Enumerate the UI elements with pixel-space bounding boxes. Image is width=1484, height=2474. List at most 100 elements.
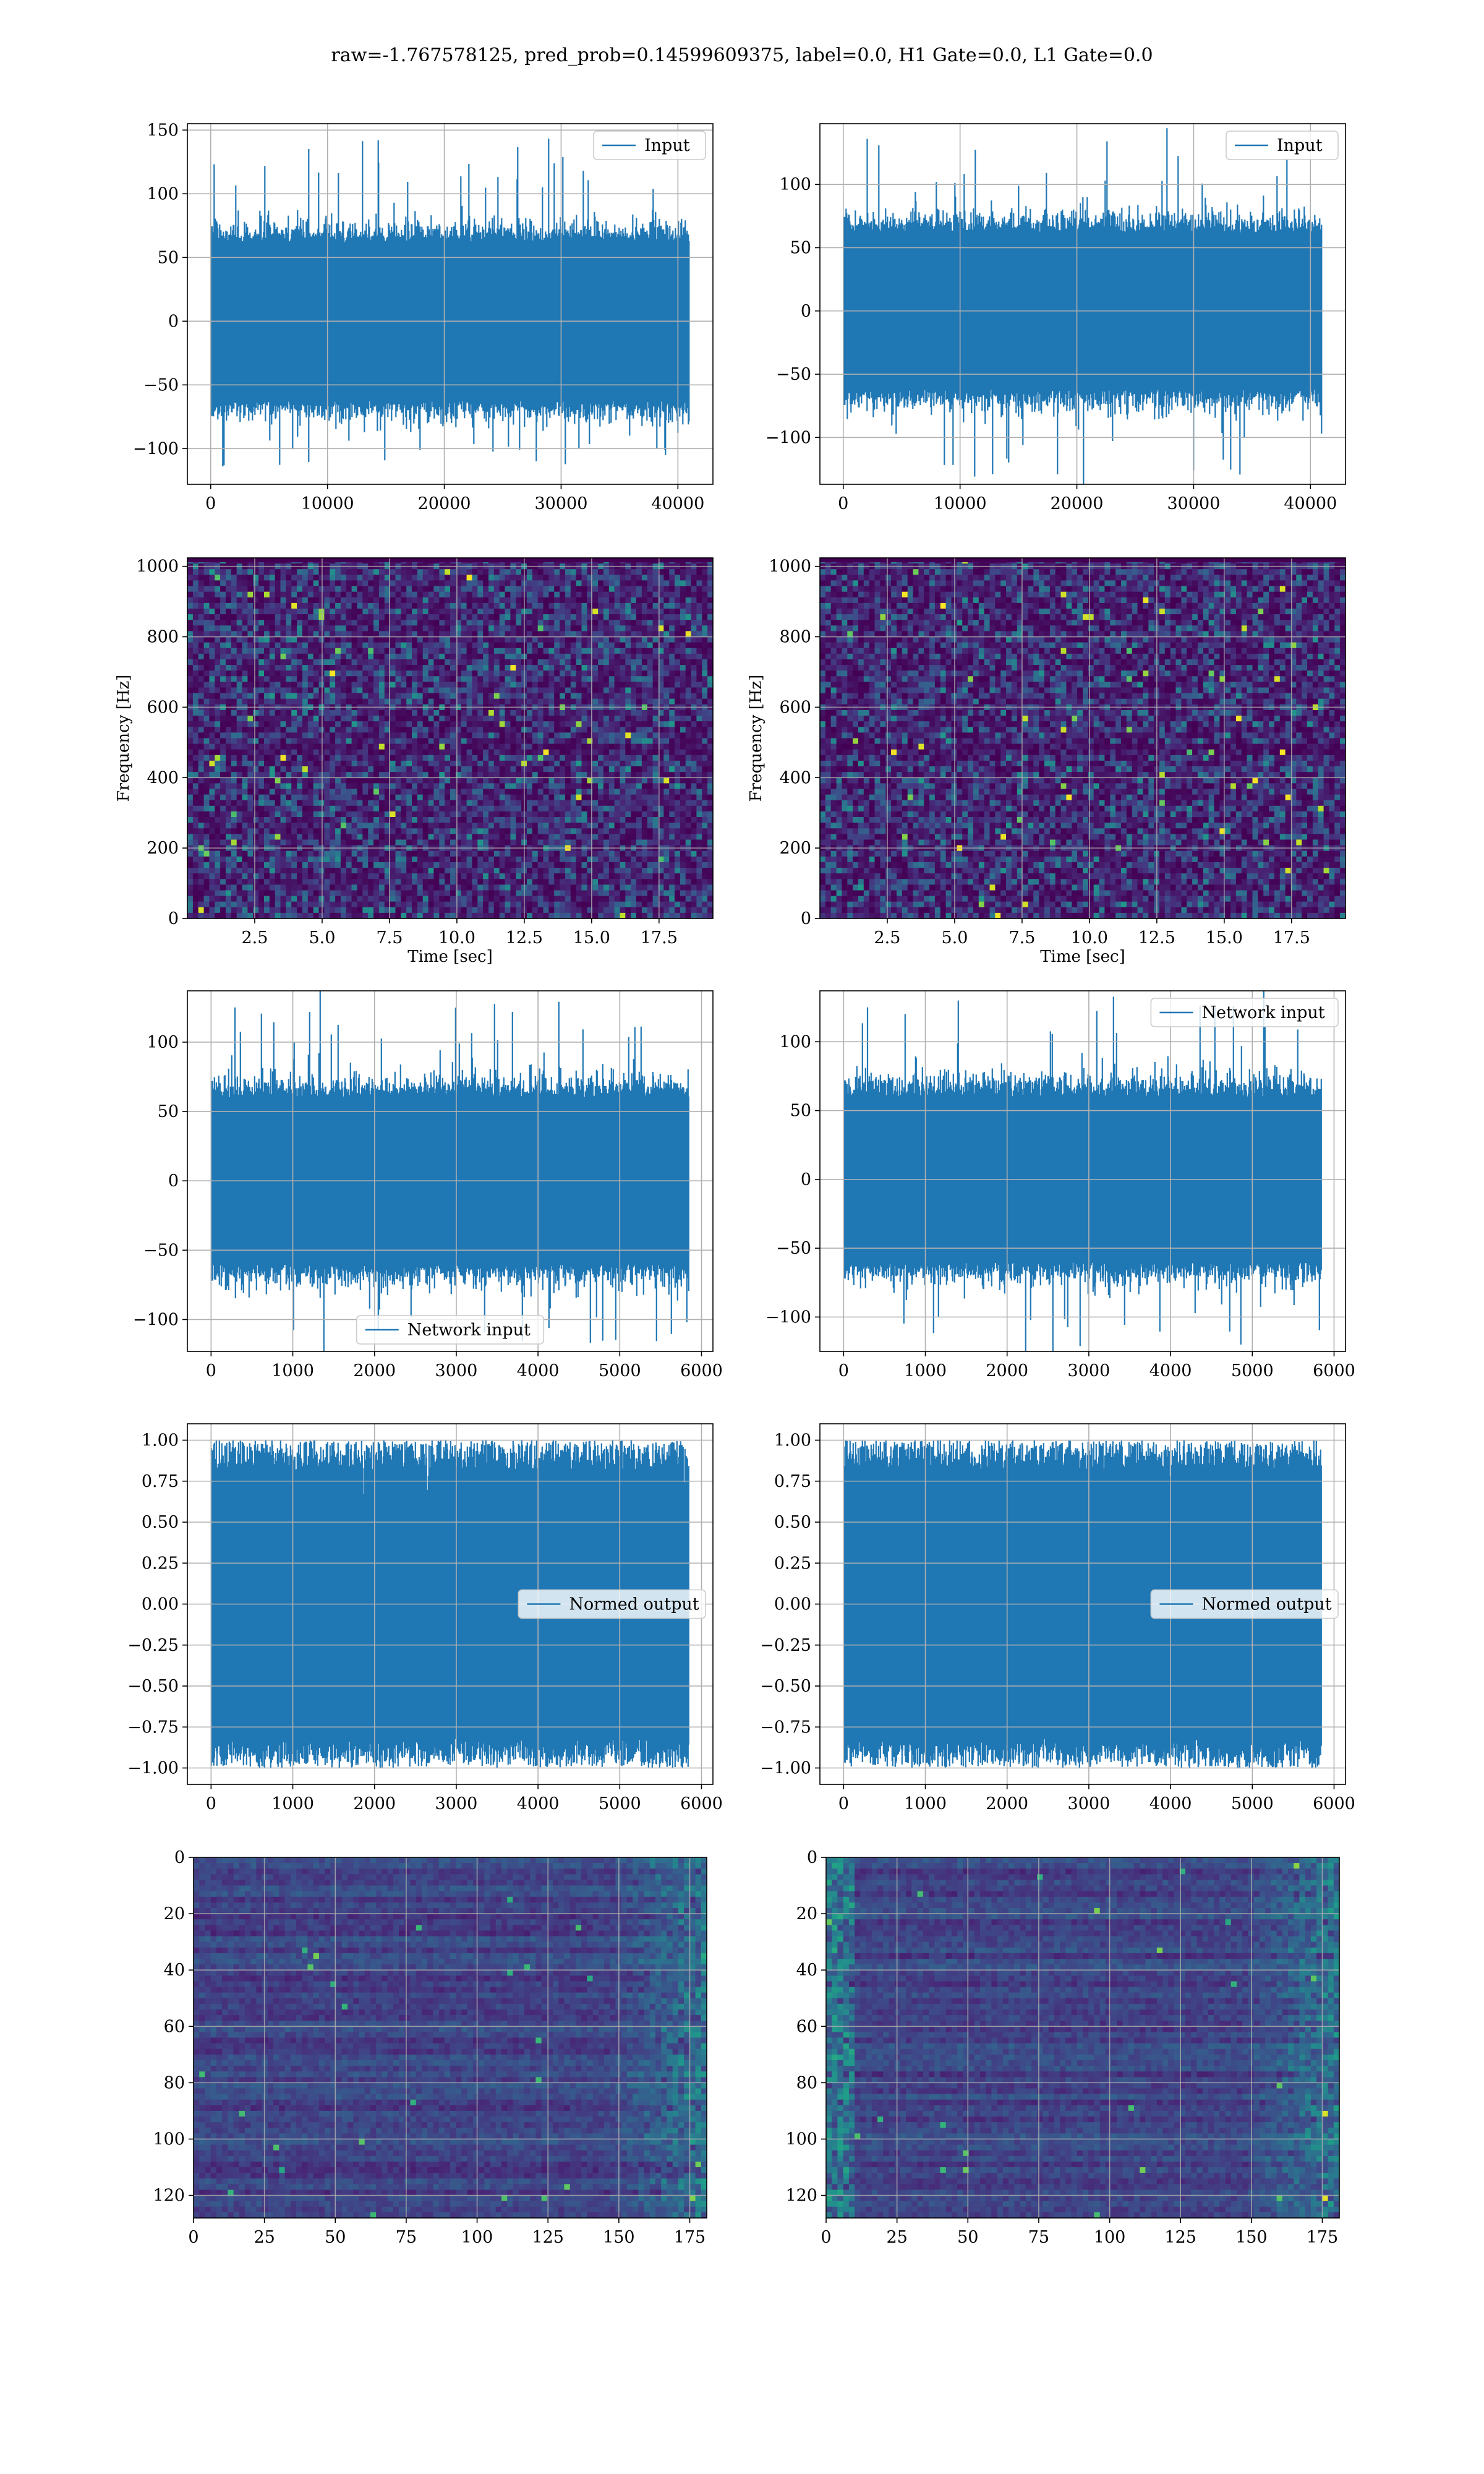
heatmap-cell	[658, 766, 664, 773]
heatmap-cell	[226, 642, 232, 649]
heatmap-cell	[236, 716, 243, 722]
heatmap-cell	[450, 580, 456, 587]
heatmap-cell	[428, 721, 435, 727]
heatmap-cell	[417, 609, 424, 615]
heatmap-cell	[362, 772, 369, 778]
heatmap-cell	[537, 777, 544, 784]
heatmap-cell	[445, 805, 451, 812]
heatmap-cell	[455, 828, 462, 834]
heatmap-cell	[378, 609, 385, 615]
heatmap-cell	[422, 682, 429, 688]
heatmap-cell	[291, 591, 297, 598]
heatmap-cell	[378, 817, 385, 823]
heatmap-cell	[455, 777, 462, 784]
heatmap-cell	[532, 817, 539, 823]
heatmap-cell	[412, 575, 418, 581]
heatmap-cell	[636, 648, 642, 654]
heatmap-cell	[488, 823, 495, 829]
heatmap-cell	[286, 682, 292, 688]
heatmap-cell	[554, 805, 560, 812]
heatmap-cell	[696, 648, 702, 654]
heatmap-cell	[313, 716, 320, 722]
heatmap-cell	[275, 743, 281, 750]
heatmap-cell	[422, 811, 429, 818]
heatmap-cell	[226, 648, 232, 654]
x-tick-label: 30000	[1167, 494, 1220, 513]
heatmap-cell	[702, 631, 708, 638]
heatmap-cell	[625, 642, 631, 649]
heatmap-cell	[203, 805, 210, 812]
heatmap-cell	[450, 698, 456, 705]
heatmap-cell	[455, 783, 462, 790]
heatmap-cell	[493, 659, 500, 666]
heatmap-cell	[576, 794, 582, 801]
heatmap-cell	[302, 591, 309, 598]
heatmap-cell	[215, 755, 221, 761]
heatmap-cell	[351, 710, 358, 716]
heatmap-cell	[548, 575, 555, 581]
heatmap-cell	[652, 811, 659, 818]
heatmap-cell	[335, 732, 341, 739]
heatmap-cell	[307, 575, 314, 581]
heatmap-cell	[505, 580, 511, 587]
heatmap-cell	[264, 772, 270, 778]
heatmap-cell	[488, 609, 495, 615]
heatmap-cell	[286, 783, 292, 790]
heatmap-cell	[302, 811, 309, 818]
heatmap-cell	[641, 783, 648, 790]
heatmap-cell	[647, 755, 654, 761]
heatmap-cell	[445, 614, 451, 620]
heatmap-cell	[231, 800, 237, 807]
heatmap-cell	[335, 648, 341, 654]
heatmap-cell	[477, 760, 484, 767]
heatmap-cell	[220, 670, 226, 677]
heatmap-cell	[466, 642, 473, 649]
heatmap-cell	[192, 794, 199, 801]
heatmap-cell	[598, 834, 604, 841]
heatmap-cell	[598, 597, 604, 604]
heatmap-cell	[603, 716, 610, 722]
heatmap-cell	[275, 710, 281, 716]
heatmap-cell	[493, 839, 500, 846]
heatmap-cell	[570, 653, 577, 660]
heatmap-cell	[351, 760, 358, 767]
heatmap-cell	[554, 580, 560, 587]
heatmap-cell	[592, 755, 599, 761]
heatmap-cell	[330, 716, 336, 722]
heatmap-cell	[466, 743, 473, 750]
heatmap-cell	[395, 834, 401, 841]
heatmap-cell	[598, 665, 604, 671]
heatmap-cell	[576, 716, 582, 722]
heatmap-cell	[390, 766, 396, 773]
heatmap-cell	[636, 614, 642, 620]
heatmap-cell	[351, 811, 358, 818]
heatmap-cell	[647, 721, 654, 727]
heatmap-cell	[466, 839, 473, 846]
heatmap-cell	[620, 648, 626, 654]
heatmap-cell	[280, 743, 286, 750]
heatmap-cell	[203, 659, 210, 666]
heatmap-cell	[433, 687, 440, 694]
heatmap-cell	[691, 575, 697, 581]
heatmap-cell	[614, 597, 621, 604]
heatmap-cell	[286, 823, 292, 829]
heatmap-cell	[510, 597, 516, 604]
heatmap-cell	[362, 682, 369, 688]
heatmap-cell	[450, 597, 456, 604]
heatmap-cell	[631, 597, 637, 604]
heatmap-cell	[663, 743, 670, 750]
heatmap-cell	[691, 682, 697, 688]
heatmap-cell	[527, 710, 533, 716]
heatmap-cell	[209, 823, 215, 829]
heatmap-cell	[412, 648, 418, 654]
heatmap-cell	[215, 620, 221, 626]
heatmap-cell	[330, 614, 336, 620]
heatmap-cell	[406, 766, 412, 773]
heatmap-cell	[554, 665, 560, 671]
heatmap-cell	[488, 631, 495, 638]
heatmap-cell	[581, 620, 587, 626]
heatmap-cell	[390, 597, 396, 604]
heatmap-cell	[307, 800, 314, 807]
heatmap-cell	[592, 777, 599, 784]
heatmap-cell	[608, 602, 615, 609]
